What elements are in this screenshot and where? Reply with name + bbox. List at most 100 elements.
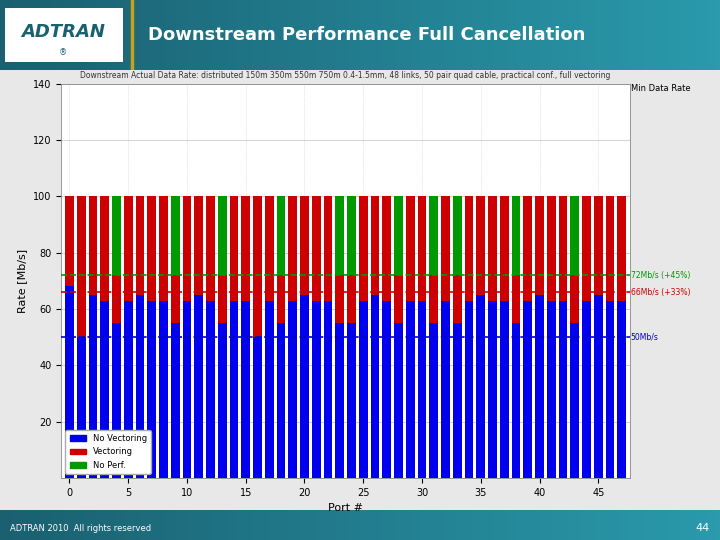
Bar (89, 197, 97, 295)
Bar (148, 300, 156, 478)
Bar (394, 323, 403, 478)
Bar (418, 300, 426, 478)
Text: 66Mb/s (+33%): 66Mb/s (+33%) (631, 288, 690, 296)
Bar (288, 197, 297, 300)
Bar (477, 295, 485, 478)
Bar (183, 197, 192, 300)
Bar (570, 197, 579, 275)
Bar (394, 197, 403, 275)
Bar (217, 197, 227, 275)
Bar (512, 323, 521, 478)
Bar (276, 323, 285, 478)
Bar (217, 323, 227, 478)
Bar (488, 197, 497, 300)
Bar (488, 300, 497, 478)
Bar (312, 300, 320, 478)
Bar (394, 275, 403, 323)
Bar (371, 197, 379, 295)
Bar (559, 197, 567, 300)
Bar (523, 197, 532, 300)
Bar (206, 197, 215, 300)
Bar (371, 295, 379, 478)
Bar (65, 286, 74, 478)
Bar (206, 300, 215, 478)
Bar (323, 197, 333, 300)
Bar (359, 300, 368, 478)
Bar (453, 197, 462, 275)
Bar (500, 197, 508, 300)
Text: 50Mb/s: 50Mb/s (631, 333, 659, 342)
Bar (512, 197, 521, 275)
Bar (477, 197, 485, 295)
Bar (500, 300, 508, 478)
Bar (276, 197, 285, 275)
Bar (453, 275, 462, 323)
Y-axis label: Rate [Mb/s]: Rate [Mb/s] (17, 249, 27, 313)
Bar (406, 300, 415, 478)
Bar (276, 275, 285, 323)
Bar (171, 275, 179, 323)
Bar (606, 197, 614, 300)
Bar (112, 323, 121, 478)
Bar (312, 197, 320, 300)
Text: Min Data Rate: Min Data Rate (631, 84, 690, 93)
Bar (300, 295, 309, 478)
Bar (429, 323, 438, 478)
Bar (336, 323, 344, 478)
Bar (300, 197, 309, 295)
Bar (559, 300, 567, 478)
Bar (547, 197, 556, 300)
Bar (89, 295, 97, 478)
Bar (382, 300, 391, 478)
Bar (253, 337, 262, 478)
Bar (183, 300, 192, 478)
Bar (406, 197, 415, 300)
Bar (230, 197, 238, 300)
Bar (100, 300, 109, 478)
Bar (77, 337, 86, 478)
Bar (265, 300, 274, 478)
X-axis label: Port #: Port # (328, 503, 363, 513)
Text: Downstream Performance Full Cancellation: Downstream Performance Full Cancellation (148, 26, 585, 44)
Bar (112, 275, 121, 323)
Bar (230, 300, 238, 478)
Bar (253, 197, 262, 337)
Bar (382, 197, 391, 300)
Bar (570, 275, 579, 323)
Bar (159, 197, 168, 300)
Bar (194, 295, 203, 478)
Text: ADTRAN: ADTRAN (21, 23, 105, 41)
Bar (194, 197, 203, 295)
Bar (441, 300, 450, 478)
Bar (606, 300, 614, 478)
Bar (594, 197, 603, 295)
Bar (124, 197, 132, 300)
Bar (336, 197, 344, 275)
Bar (265, 197, 274, 300)
Bar (241, 300, 250, 478)
Bar (171, 197, 179, 275)
Bar (347, 323, 356, 478)
Bar (418, 197, 426, 300)
Bar (135, 197, 144, 295)
Text: 44: 44 (696, 523, 710, 533)
Bar (217, 275, 227, 323)
Text: ADTRAN 2010  All rights reserved: ADTRAN 2010 All rights reserved (10, 524, 151, 532)
Bar (148, 197, 156, 300)
Bar (347, 197, 356, 275)
Bar (135, 295, 144, 478)
Bar (617, 300, 626, 478)
Title: Downstream Actual Data Rate: distributed 150m 350m 550m 750m 0.4-1.5mm, 48 links: Downstream Actual Data Rate: distributed… (81, 71, 611, 80)
Bar (617, 197, 626, 300)
Bar (594, 295, 603, 478)
Bar (429, 275, 438, 323)
Bar (112, 197, 121, 275)
Bar (347, 275, 356, 323)
Bar (512, 275, 521, 323)
Legend: No Vectoring, Vectoring, No Perf.: No Vectoring, Vectoring, No Perf. (66, 430, 151, 474)
Bar (582, 197, 591, 300)
Bar (464, 197, 474, 300)
Text: ®: ® (59, 48, 67, 57)
Bar (100, 197, 109, 300)
Bar (171, 323, 179, 478)
